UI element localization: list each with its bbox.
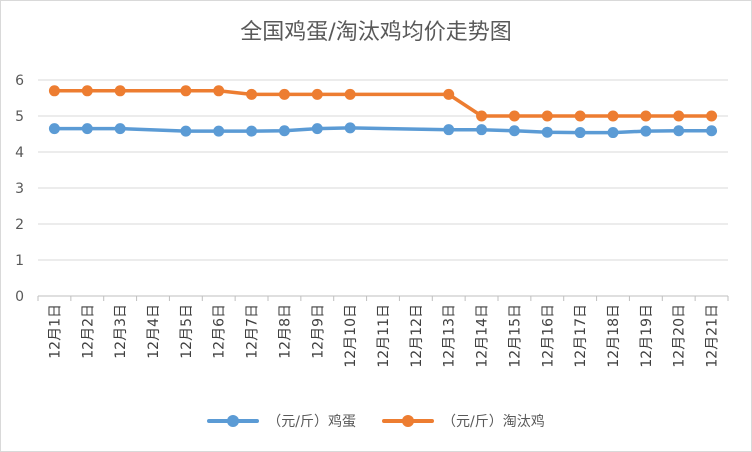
x-tick-label: 12月7日 bbox=[245, 304, 261, 359]
legend-label-hen: （元/斤）淘汰鸡 bbox=[442, 414, 545, 430]
data-point-s0-18[interactable] bbox=[640, 125, 652, 137]
data-point-s0-20[interactable] bbox=[706, 125, 718, 137]
data-point-s1-2[interactable] bbox=[114, 85, 126, 97]
data-point-s0-19[interactable] bbox=[673, 125, 685, 137]
data-point-s1-14[interactable] bbox=[508, 110, 520, 122]
x-tick-label: 12月12日 bbox=[409, 304, 425, 368]
chart-title: 全国鸡蛋/淘汰鸡均价走势图 bbox=[240, 20, 512, 45]
data-point-s0-7[interactable] bbox=[278, 125, 290, 137]
data-point-s1-5[interactable] bbox=[213, 85, 225, 97]
data-point-s0-4[interactable] bbox=[180, 125, 192, 137]
x-tick-label: 12月2日 bbox=[80, 304, 96, 359]
data-point-s0-17[interactable] bbox=[607, 127, 619, 139]
x-tick-label: 12月15日 bbox=[507, 304, 523, 368]
x-tick-label: 12月4日 bbox=[146, 304, 162, 359]
data-point-s1-0[interactable] bbox=[48, 85, 60, 97]
data-point-s0-9[interactable] bbox=[344, 122, 356, 134]
x-tick-label: 12月11日 bbox=[376, 304, 392, 368]
x-tick-label: 12月19日 bbox=[639, 304, 655, 368]
x-tick-label: 12月20日 bbox=[672, 304, 688, 368]
x-tick-label: 12月5日 bbox=[179, 304, 195, 359]
y-tick-label: 2 bbox=[15, 217, 24, 233]
data-point-s1-7[interactable] bbox=[278, 88, 290, 100]
data-point-s1-1[interactable] bbox=[81, 85, 93, 97]
x-tick-label: 12月14日 bbox=[475, 304, 491, 368]
legend-item-hen[interactable]: （元/斤）淘汰鸡 bbox=[382, 411, 545, 431]
y-tick-label: 1 bbox=[15, 253, 24, 269]
data-point-s1-15[interactable] bbox=[541, 110, 553, 122]
x-tick-label: 12月10日 bbox=[343, 304, 359, 368]
data-point-s0-8[interactable] bbox=[311, 123, 323, 135]
x-tick-label: 12月8日 bbox=[277, 304, 293, 359]
data-point-s0-0[interactable] bbox=[48, 123, 60, 135]
data-point-s0-6[interactable] bbox=[246, 125, 258, 137]
legend: （元/斤）鸡蛋 （元/斤）淘汰鸡 bbox=[0, 407, 752, 435]
data-point-s0-13[interactable] bbox=[476, 124, 488, 136]
y-tick-label: 0 bbox=[15, 289, 24, 305]
data-point-s0-2[interactable] bbox=[114, 123, 126, 135]
data-point-s0-16[interactable] bbox=[574, 127, 586, 139]
data-point-s1-13[interactable] bbox=[476, 110, 488, 122]
legend-swatch-hen bbox=[382, 414, 434, 428]
legend-item-egg[interactable]: （元/斤）鸡蛋 bbox=[207, 411, 356, 431]
y-tick-label: 4 bbox=[15, 145, 24, 161]
y-tick-label: 6 bbox=[15, 73, 24, 89]
x-tick-label: 12月6日 bbox=[212, 304, 228, 359]
data-point-s1-4[interactable] bbox=[180, 85, 192, 97]
data-point-s0-1[interactable] bbox=[81, 123, 93, 135]
data-point-s0-5[interactable] bbox=[213, 125, 225, 137]
data-point-s1-12[interactable] bbox=[443, 88, 455, 100]
data-point-s1-19[interactable] bbox=[673, 110, 685, 122]
x-tick-label: 12月13日 bbox=[442, 304, 458, 368]
data-point-s1-18[interactable] bbox=[640, 110, 652, 122]
x-tick-label: 12月3日 bbox=[113, 304, 129, 359]
data-point-s1-9[interactable] bbox=[344, 88, 356, 100]
data-point-s1-16[interactable] bbox=[574, 110, 586, 122]
data-point-s0-12[interactable] bbox=[443, 124, 455, 136]
data-point-s1-17[interactable] bbox=[607, 110, 619, 122]
x-tick-label: 12月18日 bbox=[606, 304, 622, 368]
data-point-s1-8[interactable] bbox=[311, 88, 323, 100]
data-point-s0-14[interactable] bbox=[508, 125, 520, 137]
x-tick-label: 12月17日 bbox=[573, 304, 589, 368]
x-tick-label: 12月21日 bbox=[705, 304, 721, 368]
x-tick-label: 12月1日 bbox=[47, 304, 63, 359]
data-point-s0-15[interactable] bbox=[541, 126, 553, 138]
y-tick-label: 3 bbox=[15, 181, 24, 197]
y-tick-label: 5 bbox=[15, 109, 24, 125]
data-point-s1-20[interactable] bbox=[706, 110, 718, 122]
x-tick-label: 12月9日 bbox=[310, 304, 326, 359]
x-tick-label: 12月16日 bbox=[540, 304, 556, 368]
data-point-s1-6[interactable] bbox=[246, 88, 258, 100]
legend-label-egg: （元/斤）鸡蛋 bbox=[267, 414, 356, 430]
legend-swatch-egg bbox=[207, 414, 260, 428]
